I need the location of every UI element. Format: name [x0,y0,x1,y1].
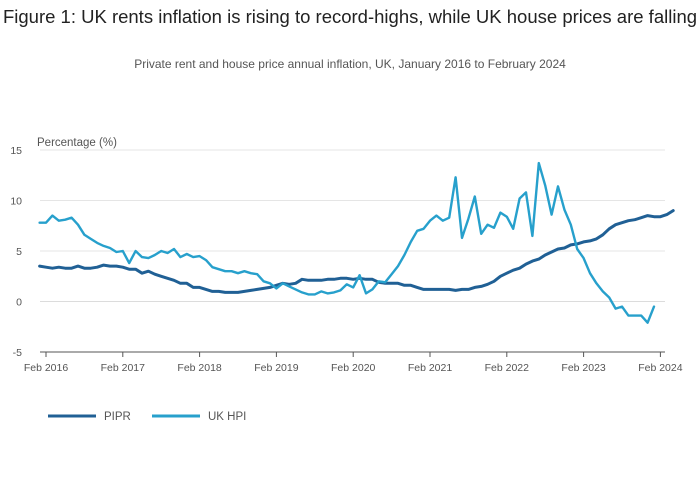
legend: PIPR UK HPI [48,411,246,423]
y-tick-label: -5 [13,347,22,359]
x-tick-label: Feb 2021 [408,362,453,374]
x-tick-label: Feb 2023 [561,362,606,374]
legend-label: UK HPI [208,411,246,423]
legend-label: PIPR [104,411,131,423]
x-tick-label: Feb 2024 [638,362,683,374]
series-lines [38,161,675,324]
x-tick-label: Feb 2019 [254,362,299,374]
chart-subtitle: Private rent and house price annual infl… [134,57,566,71]
x-axis: Feb 2016 Feb 2017 Feb 2018 Feb 2019 Feb 2020… [24,351,683,374]
series-line [38,161,656,324]
y-axis-label: Percentage (%) [37,137,117,149]
y-tick-label: 15 [10,145,22,157]
y-tick-label: 10 [10,196,22,208]
x-tick-label: Feb 2018 [177,362,222,374]
x-tick-label: Feb 2020 [331,362,376,374]
y-tick-label: 5 [16,246,22,258]
x-tick-label: Feb 2016 [24,362,69,374]
y-axis-ticks: -5 0 5 10 15 [10,145,22,359]
x-tick-label: Feb 2022 [485,362,530,374]
x-tick-label: Feb 2017 [101,362,146,374]
gridlines [40,149,665,353]
chart-title: Figure 1: UK rents inflation is rising t… [2,6,698,27]
y-tick-label: 0 [16,297,22,309]
